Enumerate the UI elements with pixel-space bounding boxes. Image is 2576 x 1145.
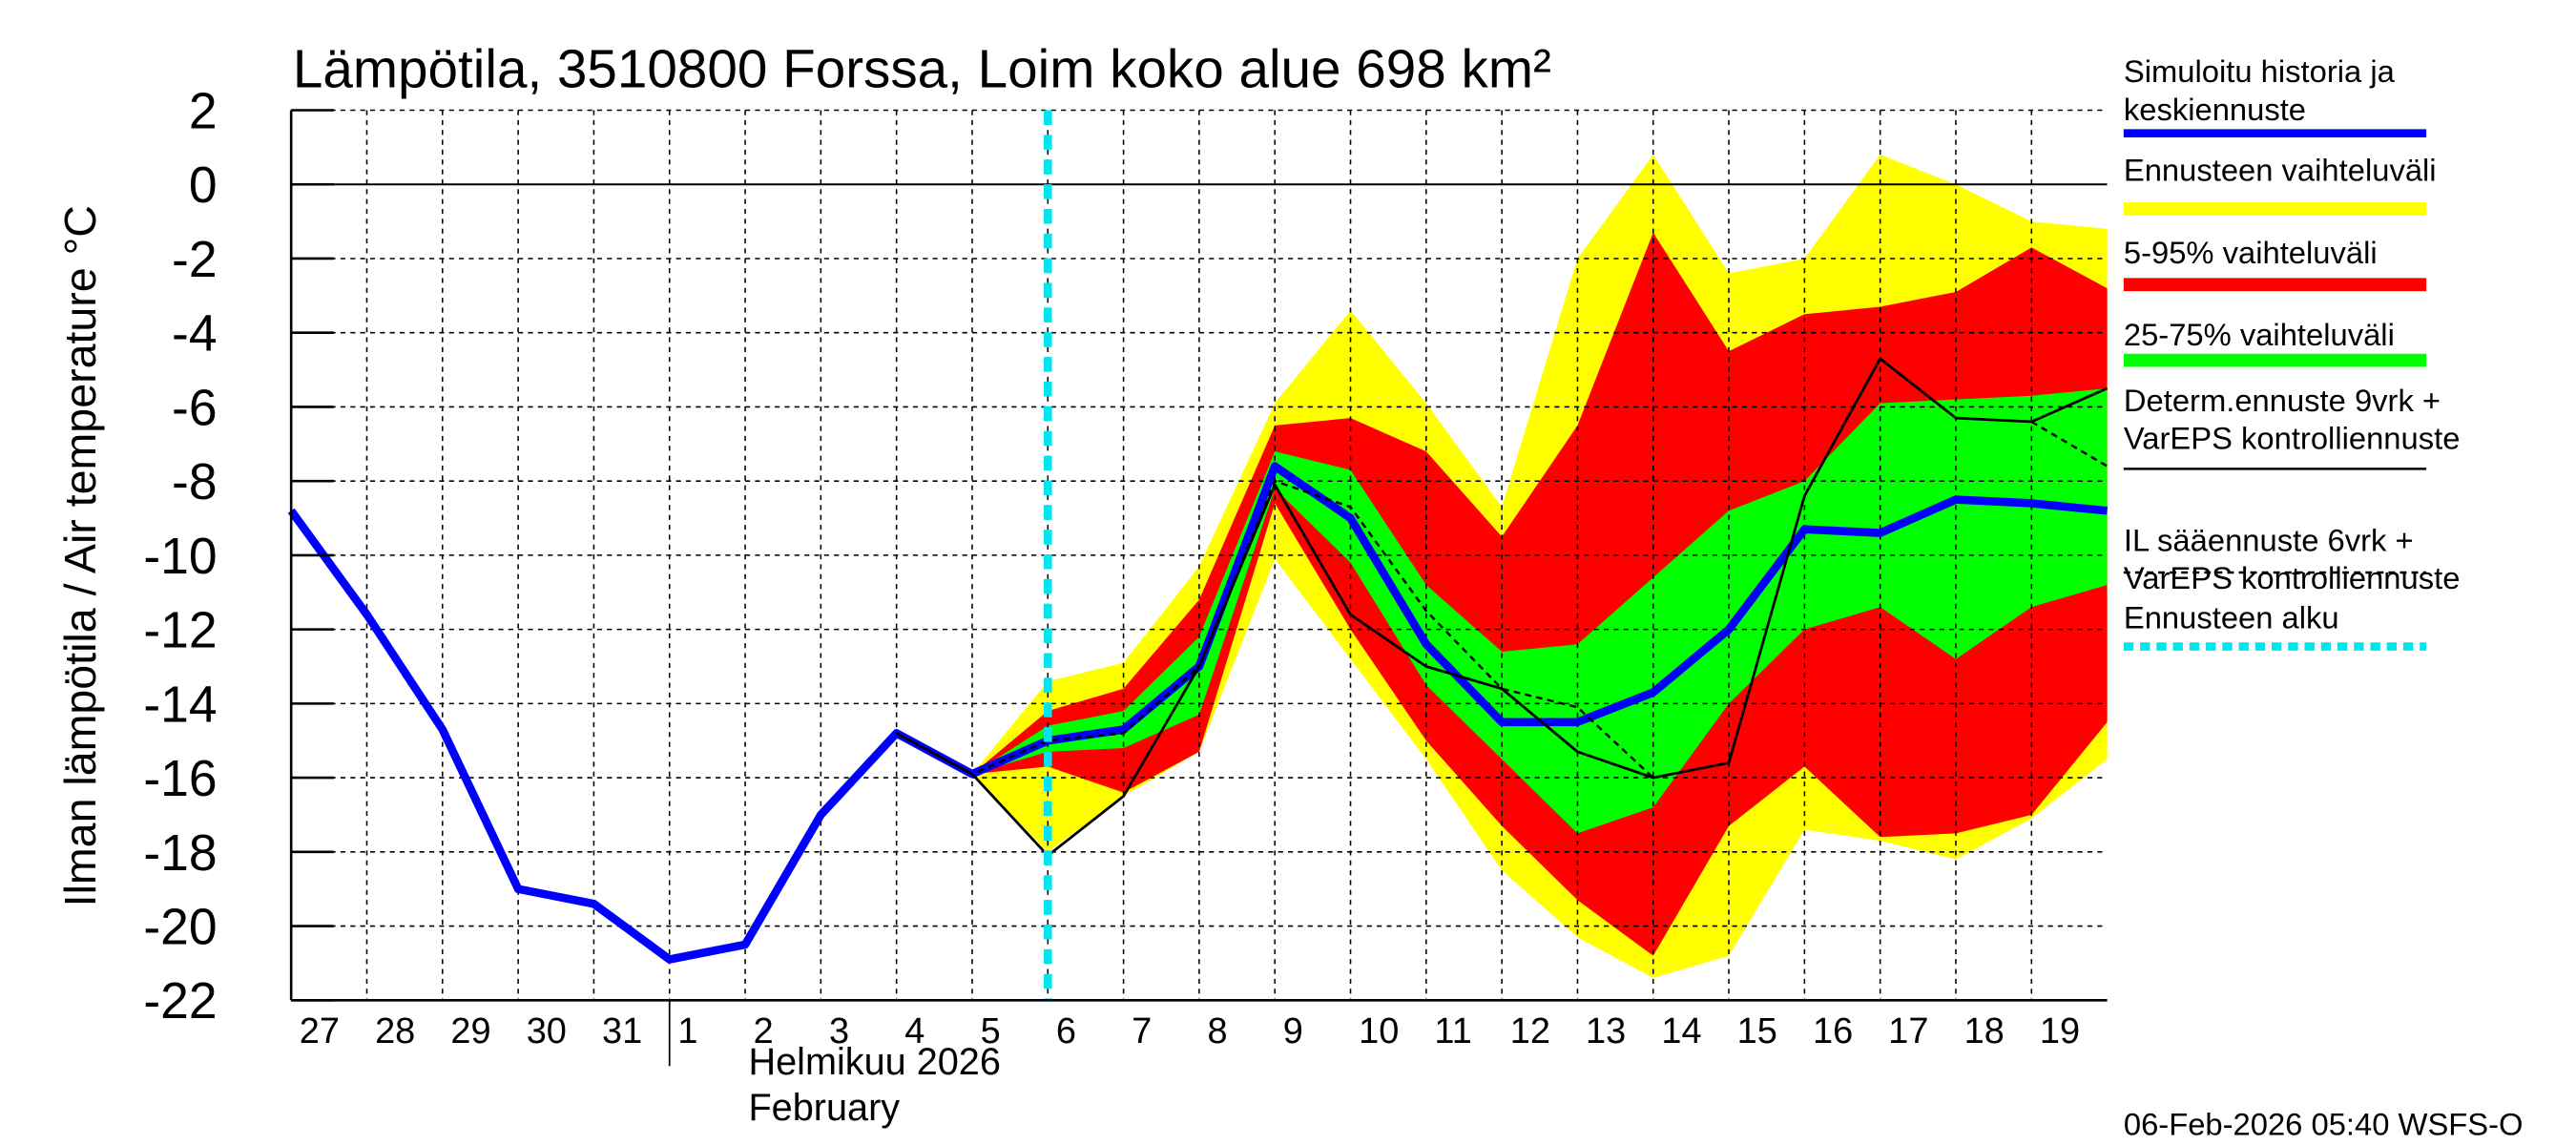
- y-tick-label: 0: [189, 157, 218, 214]
- y-tick-label: -16: [143, 751, 217, 807]
- x-tick-label: 7: [1132, 1011, 1152, 1051]
- y-tick-label: -14: [143, 677, 217, 733]
- grid: [291, 109, 2108, 1001]
- legend-label-p25_75: 25-75% vaihteluväli: [2124, 317, 2395, 352]
- x-tick-label: 18: [1964, 1011, 2005, 1051]
- x-tick-label: 16: [1813, 1011, 1853, 1051]
- x-tick-label: 13: [1586, 1011, 1626, 1051]
- legend-label-determ: VarEPS kontrolliennuste: [2124, 421, 2461, 456]
- y-axis-label: Ilman lämpötila / Air temperature °C: [55, 205, 105, 906]
- y-tick-label: -18: [143, 825, 217, 882]
- legend-label-start: Ennusteen alku: [2124, 600, 2339, 635]
- band-p5_95: [971, 232, 2108, 956]
- chart-title: Lämpötila, 3510800 Forssa, Loim koko alu…: [293, 38, 1551, 99]
- x-tick-label: 14: [1661, 1011, 1701, 1051]
- x-tick-label: 5: [981, 1011, 1001, 1051]
- y-tick-label: -12: [143, 603, 217, 659]
- legend-label-il: IL sääennuste 6vrk +: [2124, 523, 2414, 558]
- legend-label-sim: Simuloitu historia ja: [2124, 53, 2396, 89]
- y-tick-label: 2: [189, 83, 218, 139]
- y-tick-label: -22: [143, 973, 217, 1030]
- x-tick-label: 3: [829, 1011, 849, 1051]
- x-tick-label: 10: [1359, 1011, 1399, 1051]
- bands: [971, 155, 2108, 978]
- series-lines: [287, 110, 2109, 1001]
- x-tick-label: 17: [1888, 1011, 1928, 1051]
- x-tick-label: 8: [1208, 1011, 1228, 1051]
- legend-label-range: Ennusteen vaihteluväli: [2124, 153, 2437, 188]
- x-tick-label: 9: [1283, 1011, 1303, 1051]
- x-tick-label: 27: [300, 1011, 340, 1051]
- x-tick-label: 28: [375, 1011, 415, 1051]
- x-tick-label: 19: [2040, 1011, 2080, 1051]
- month-label-fi: Helmikuu 2026: [748, 1041, 1000, 1083]
- y-tick-label: -4: [172, 306, 218, 363]
- x-tick-label: 1: [677, 1011, 697, 1051]
- legend-label-determ: Determ.ennuste 9vrk +: [2124, 383, 2441, 418]
- y-tick-label: -8: [172, 454, 218, 510]
- y-tick-label: -20: [143, 900, 217, 956]
- legend-label-sim: keskiennuste: [2124, 92, 2306, 127]
- x-tick-label: 12: [1510, 1011, 1550, 1051]
- y-tick-label: -10: [143, 529, 217, 585]
- x-tick-label: 2: [754, 1011, 774, 1051]
- series-determ: [896, 357, 2109, 858]
- series-il: [896, 479, 1654, 779]
- y-tick-label: -2: [172, 232, 218, 288]
- x-tick-label: 15: [1737, 1011, 1777, 1051]
- timestamp: 06-Feb-2026 05:40 WSFS-O: [2124, 1107, 2524, 1142]
- legend-label-p5_95: 5-95% vaihteluväli: [2124, 235, 2378, 270]
- y-tick-label: -6: [172, 380, 218, 436]
- series-il_tail: [2030, 420, 2109, 468]
- x-tick-label: 31: [602, 1011, 642, 1051]
- x-tick-label: 4: [904, 1011, 924, 1051]
- band-p25_75: [971, 388, 2108, 834]
- x-tick-label: 11: [1434, 1011, 1471, 1051]
- x-tick-label: 29: [450, 1011, 490, 1051]
- x-tick-label: 6: [1056, 1011, 1076, 1051]
- x-tick-label: 30: [527, 1011, 567, 1051]
- legend-label-il: VarEPS kontrolliennuste: [2124, 560, 2461, 595]
- month-label-en: February: [748, 1087, 900, 1129]
